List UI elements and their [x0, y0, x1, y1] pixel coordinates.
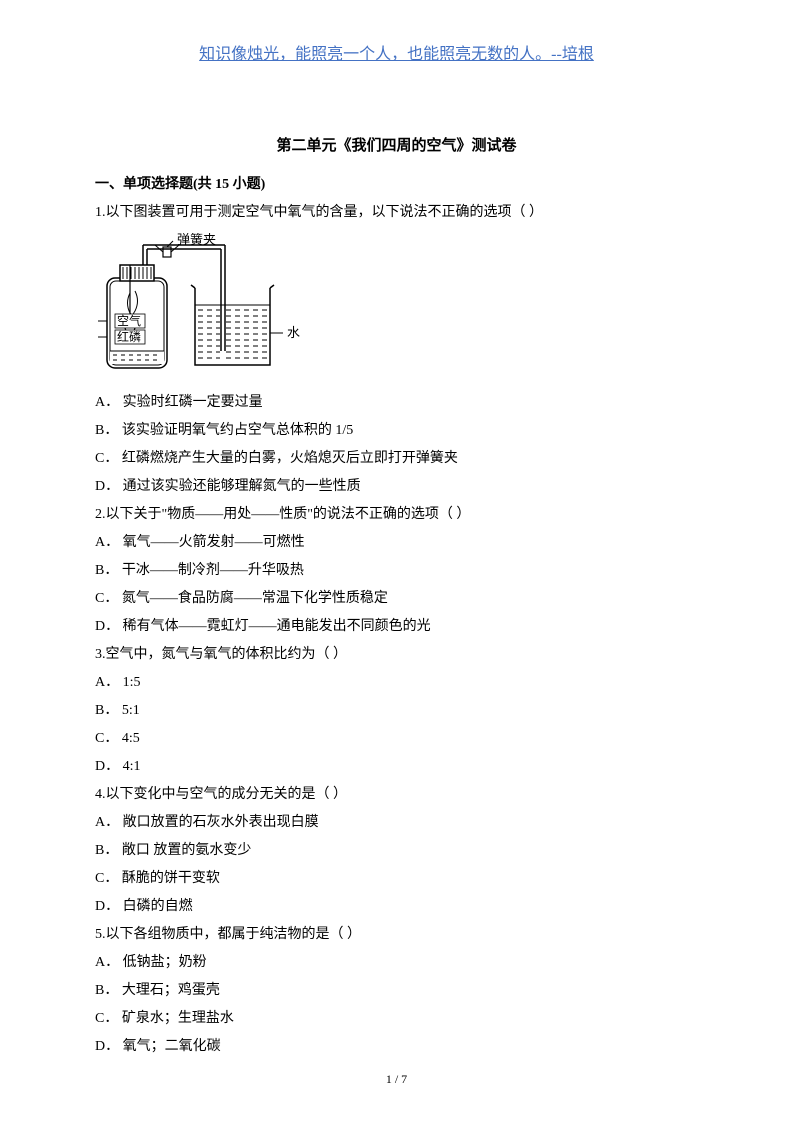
q5-A: A． 低钠盐；奶粉 — [95, 949, 698, 977]
apparatus-diagram: 弹簧夹 空气 空气 红磷 水 — [95, 233, 698, 383]
q4-A: A． 敞口放置的石灰水外表出现白膜 — [95, 809, 698, 837]
header-quote: 知识像烛光，能照亮一个人，也能照亮无数的人。--培根 — [95, 40, 698, 64]
q3-C: C． 4:5 — [95, 725, 698, 753]
q3-A: A． 1:5 — [95, 669, 698, 697]
q5-C: C． 矿泉水；生理盐水 — [95, 1005, 698, 1033]
q1-B: B． 该实验证明氧气约占空气总体积的 1/5 — [95, 417, 698, 445]
q4-C: C． 酥脆的饼干变软 — [95, 865, 698, 893]
q1-C: C． 红磷燃烧产生大量的白雾，火焰熄灭后立即打开弹簧夹 — [95, 445, 698, 473]
label-phos: 红磷 — [117, 329, 141, 344]
section-1-head: 一、单项选择题(共 15 小题) — [95, 173, 698, 193]
q1-text: 1.以下图装置可用于测定空气中氧气的含量，以下说法不正确的选项（ ） — [95, 199, 698, 227]
test-title: 第二单元《我们四周的空气》测试卷 — [95, 134, 698, 155]
q2-text: 2.以下关于"物质——用处——性质"的说法不正确的选项（ ） — [95, 501, 698, 529]
q4-B: B． 敞口 放置的氨水变少 — [95, 837, 698, 865]
q4-text: 4.以下变化中与空气的成分无关的是（ ） — [95, 781, 698, 809]
q1-D: D． 通过该实验还能够理解氮气的一些性质 — [95, 473, 698, 501]
label-clip: 弹簧夹 — [177, 233, 216, 247]
label-air-2: 空气 — [117, 313, 141, 328]
label-water: 水 — [287, 325, 300, 340]
q4-D: D． 白磷的自燃 — [95, 893, 698, 921]
q5-text: 5.以下各组物质中，都属于纯洁物的是（ ） — [95, 921, 698, 949]
q2-C: C． 氮气——食品防腐——常温下化学性质稳定 — [95, 585, 698, 613]
q2-B: B． 干冰——制冷剂——升华吸热 — [95, 557, 698, 585]
page-number: 1 / 7 — [0, 1072, 793, 1087]
q2-A: A． 氧气——火箭发射——可燃性 — [95, 529, 698, 557]
q2-D: D． 稀有气体——霓虹灯——通电能发出不同颜色的光 — [95, 613, 698, 641]
q5-B: B． 大理石；鸡蛋壳 — [95, 977, 698, 1005]
q3-text: 3.空气中，氮气与氧气的体积比约为（ ） — [95, 641, 698, 669]
q5-D: D． 氧气；二氧化碳 — [95, 1033, 698, 1061]
q1-A: A． 实验时红磷一定要过量 — [95, 389, 698, 417]
q3-B: B． 5:1 — [95, 697, 698, 725]
q3-D: D． 4:1 — [95, 753, 698, 781]
